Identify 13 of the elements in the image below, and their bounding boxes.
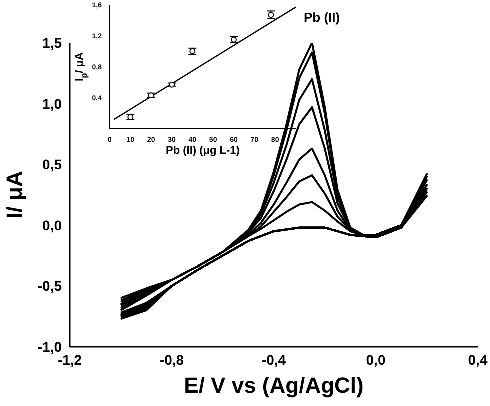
x-tick-label: 0,4 — [468, 352, 488, 368]
y-axis-title: I/ μA — [2, 171, 27, 219]
x-tick-label: -0,4 — [262, 352, 286, 368]
x-tick-label: 0,0 — [366, 352, 386, 368]
text: Pb (II) — [304, 10, 340, 25]
x-tick-label: -0,8 — [160, 352, 184, 368]
x-axis-title: Pb (II) (μg L-1) — [166, 144, 240, 157]
y-tick-label: 1,5 — [42, 34, 62, 51]
y-tick-label: 1,0 — [42, 96, 62, 112]
y-tick-label: 0,0 — [42, 217, 62, 234]
y-tick-label: -0,5 — [38, 278, 62, 294]
y-tick-label: 0,5 — [42, 156, 62, 173]
x-axis-title: E/ V vs (Ag/AgCl) — [184, 372, 364, 398]
